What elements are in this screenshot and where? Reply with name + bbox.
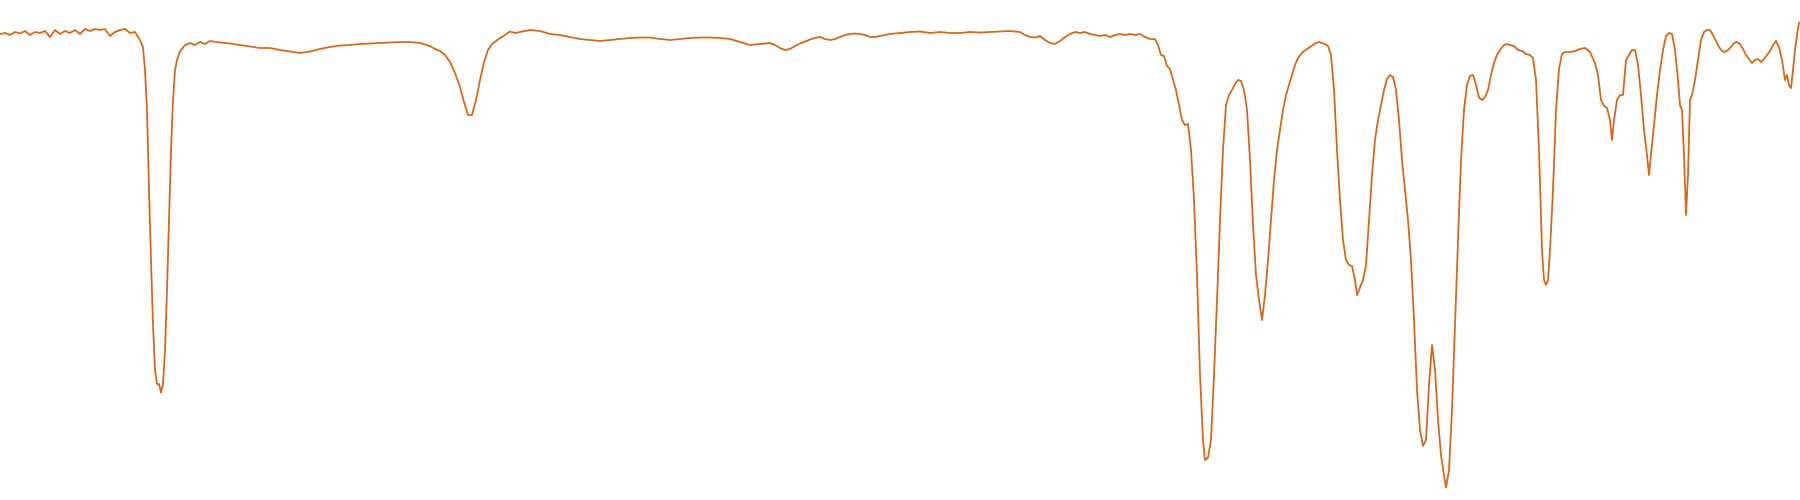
series-layer xyxy=(0,21,1800,489)
series-line-0 xyxy=(0,21,1800,489)
